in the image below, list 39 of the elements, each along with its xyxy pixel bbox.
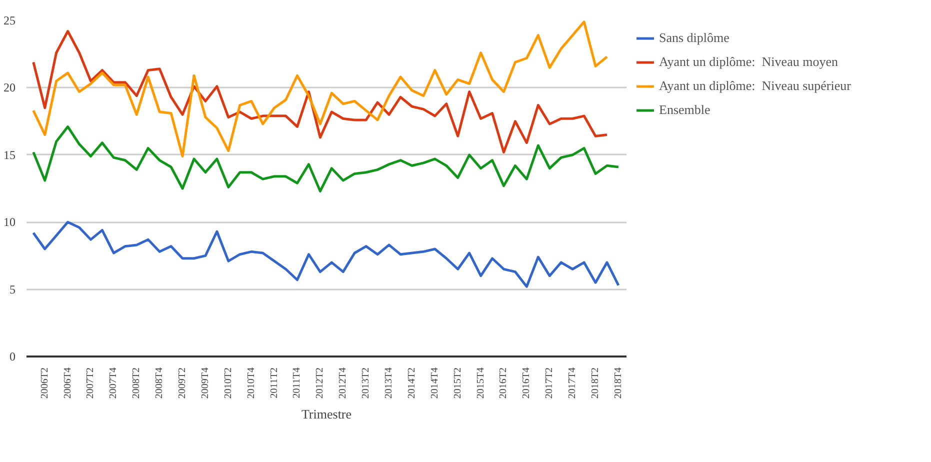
x-tick-label: 2012T4 — [338, 368, 349, 399]
x-tick-label: 2006T4 — [62, 368, 74, 399]
x-tick-label: 2017T2 — [544, 368, 556, 399]
x-tick-label: 2016T4 — [521, 368, 532, 399]
legend-label: Sans diplôme — [659, 30, 730, 46]
x-tick-label: 2009T4 — [200, 368, 211, 399]
x-tick-label: 2015T4 — [475, 368, 486, 399]
x-tick-label: 2011T4 — [292, 367, 303, 398]
x-tick-label: 2010T4 — [246, 368, 257, 399]
x-tick-label: 2013T4 — [384, 368, 395, 399]
x-axis-title: Trimestre — [301, 406, 352, 422]
y-tick-label: 20 — [4, 80, 16, 95]
y-tick-label: 10 — [4, 215, 16, 230]
x-tick-label: 2009T2 — [177, 368, 188, 399]
x-tick-label: 2018T4 — [612, 368, 624, 399]
x-tick-label: 2007T2 — [85, 368, 96, 399]
x-tick-label: 2017T4 — [567, 368, 578, 399]
y-tick-label: 0 — [10, 350, 16, 364]
y-tick-label: 15 — [4, 148, 16, 162]
x-tick-label: 2011T2 — [268, 367, 280, 398]
x-tick-label: 2014T2 — [406, 368, 418, 399]
x-tick-label: 2016T2 — [498, 368, 510, 399]
line-series — [32, 125, 620, 192]
y-tick-label: 25 — [4, 14, 16, 28]
legend-label: Ayant un diplôme: Niveau supérieur — [659, 78, 851, 94]
x-tick-label: 2008T4 — [154, 368, 166, 399]
x-tick-label: 2012T2 — [314, 368, 326, 399]
line-series — [32, 220, 620, 288]
x-tick-label: 2008T2 — [131, 368, 142, 399]
x-tick-label: 2014T4 — [429, 368, 440, 399]
legend-label: Ayant un diplôme: Niveau moyen — [659, 54, 838, 70]
x-tick-label: 2010T2 — [222, 368, 234, 399]
legend-label: Ensemble — [659, 102, 710, 118]
x-tick-label: 2013T2 — [360, 368, 372, 399]
x-tick-label: 2006T2 — [39, 368, 50, 399]
x-tick-label: 2015T2 — [452, 368, 464, 399]
x-tick-label: 2007T4 — [108, 368, 120, 399]
x-tick-label: 2018T2 — [590, 368, 602, 399]
y-tick-label: 5 — [10, 282, 16, 296]
